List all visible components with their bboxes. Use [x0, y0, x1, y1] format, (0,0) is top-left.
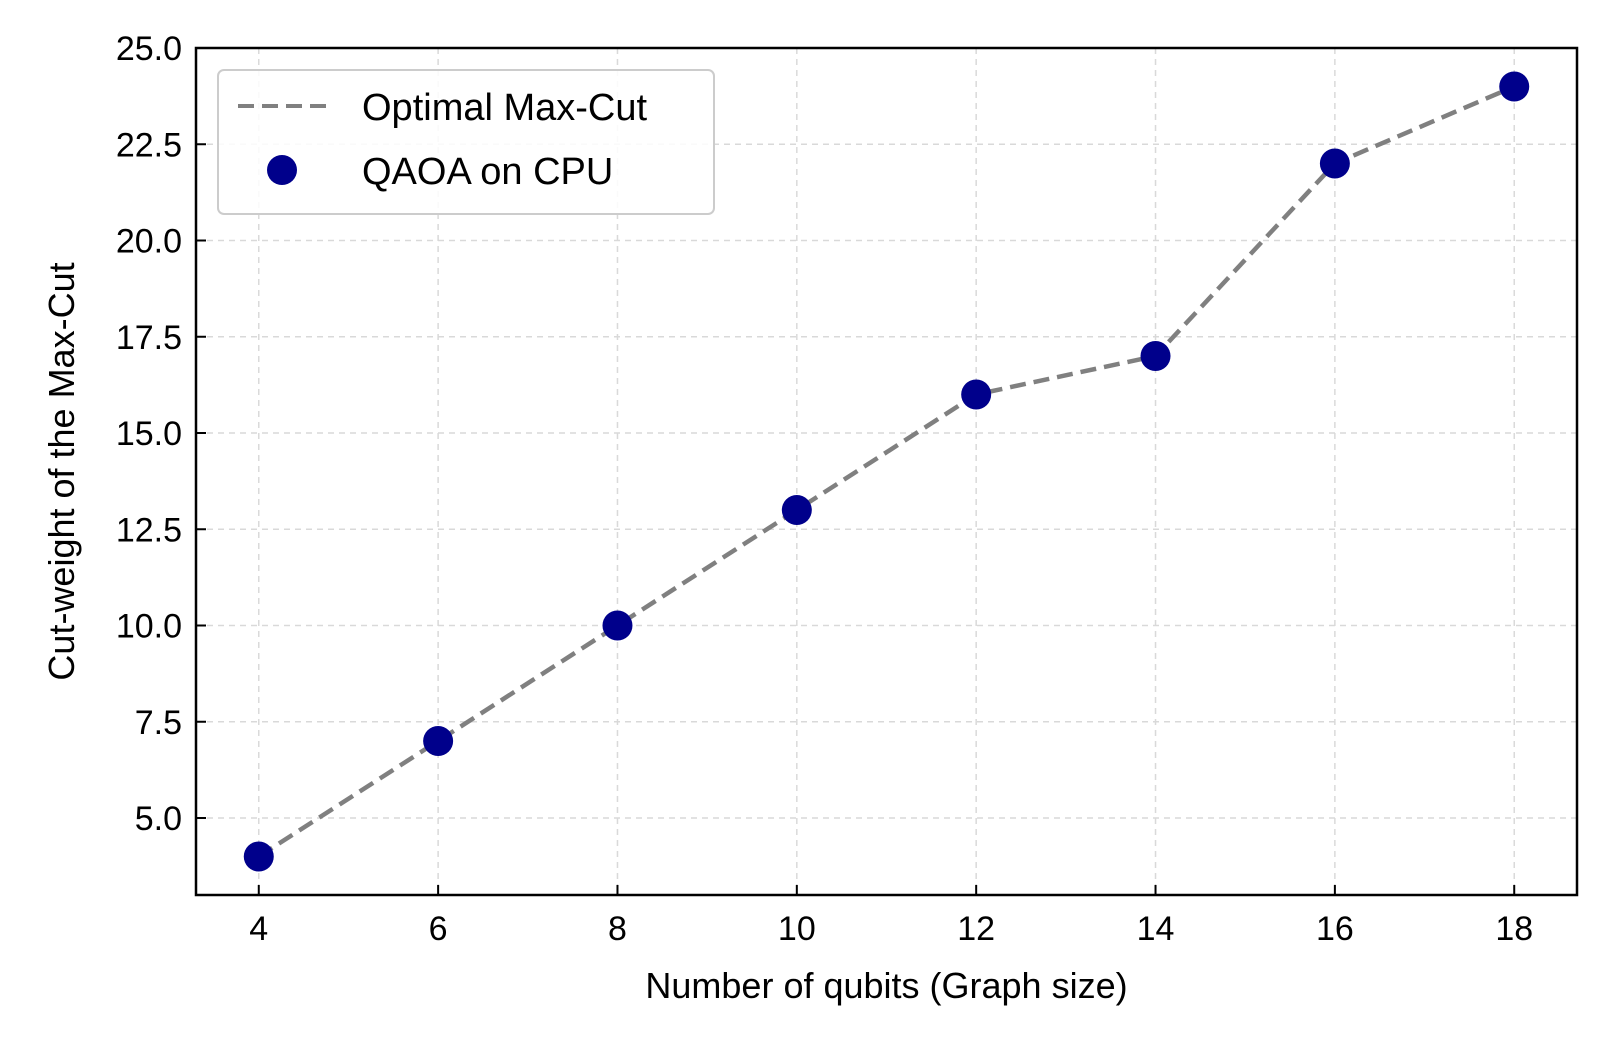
x-tick-label: 18	[1495, 910, 1533, 948]
y-tick-label: 7.5	[135, 704, 182, 742]
y-tick-label: 12.5	[116, 511, 182, 549]
legend-label-optimal-max-cut: Optimal Max-Cut	[362, 87, 647, 129]
y-tick-label: 25.0	[116, 30, 182, 68]
plot-frame	[194, 46, 1579, 897]
x-tick-label: 14	[1137, 910, 1175, 948]
legend: Optimal Max-Cut QAOA on CPU	[217, 69, 715, 215]
qaoa-on-cpu-point	[1499, 71, 1530, 102]
y-tick-label: 5.0	[135, 800, 182, 838]
legend-label-qaoa-on-cpu: QAOA on CPU	[362, 151, 613, 193]
qaoa-on-cpu-point	[423, 726, 454, 756]
x-tick-label: 4	[249, 910, 268, 948]
qaoa-on-cpu-point	[243, 841, 274, 872]
y-tick-label: 20.0	[116, 223, 182, 261]
y-axis-title: Cut-weight of the Max-Cut	[41, 262, 82, 680]
legend-marker-swatch	[267, 155, 297, 185]
qaoa-on-cpu-point	[602, 610, 633, 641]
x-tick-label: 16	[1316, 910, 1354, 948]
y-tick-label: 10.0	[116, 608, 182, 646]
y-tick-label: 17.5	[116, 319, 182, 357]
legend-box	[217, 69, 715, 215]
qaoa-on-cpu-point	[1140, 341, 1171, 371]
x-tick-label: 6	[429, 910, 448, 948]
qaoa-on-cpu-point	[961, 379, 992, 410]
optimal-max-cut-line	[257, 84, 1516, 859]
x-tick-label: 12	[957, 910, 995, 948]
y-tick-labels: 5.0 7.5 10.0 12.5 15.0 17.5 20.0 22.5 25.0	[116, 30, 182, 838]
x-tick-label: 10	[778, 910, 816, 948]
y-tick-label: 15.0	[116, 415, 182, 453]
qaoa-on-cpu-point	[781, 495, 812, 525]
x-axis-title: Number of qubits (Graph size)	[645, 965, 1127, 1006]
series-layer	[243, 71, 1530, 872]
x-tick-labels: 4 6 8 10 12 14 16 18	[249, 910, 1533, 948]
x-tick-label: 8	[608, 910, 627, 948]
qaoa-on-cpu-point	[1319, 148, 1350, 179]
y-tick-label: 22.5	[116, 126, 182, 164]
